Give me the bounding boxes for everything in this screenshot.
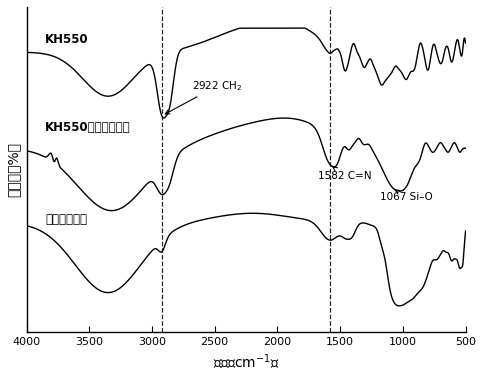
Y-axis label: 透射率（%）: 透射率（%） (7, 142, 21, 197)
Text: 1067 Si–O: 1067 Si–O (380, 189, 433, 202)
Text: 1582 C=N: 1582 C=N (317, 166, 371, 181)
Text: KH550: KH550 (45, 33, 89, 46)
Text: KH550修饰的荧光粉: KH550修饰的荧光粉 (45, 121, 131, 134)
Text: 长余辉荧光粉: 长余辉荧光粉 (45, 213, 87, 226)
Text: 2922 CH$_2$: 2922 CH$_2$ (165, 79, 242, 114)
X-axis label: 波数（cm$^{-1}$）: 波数（cm$^{-1}$） (213, 353, 279, 372)
